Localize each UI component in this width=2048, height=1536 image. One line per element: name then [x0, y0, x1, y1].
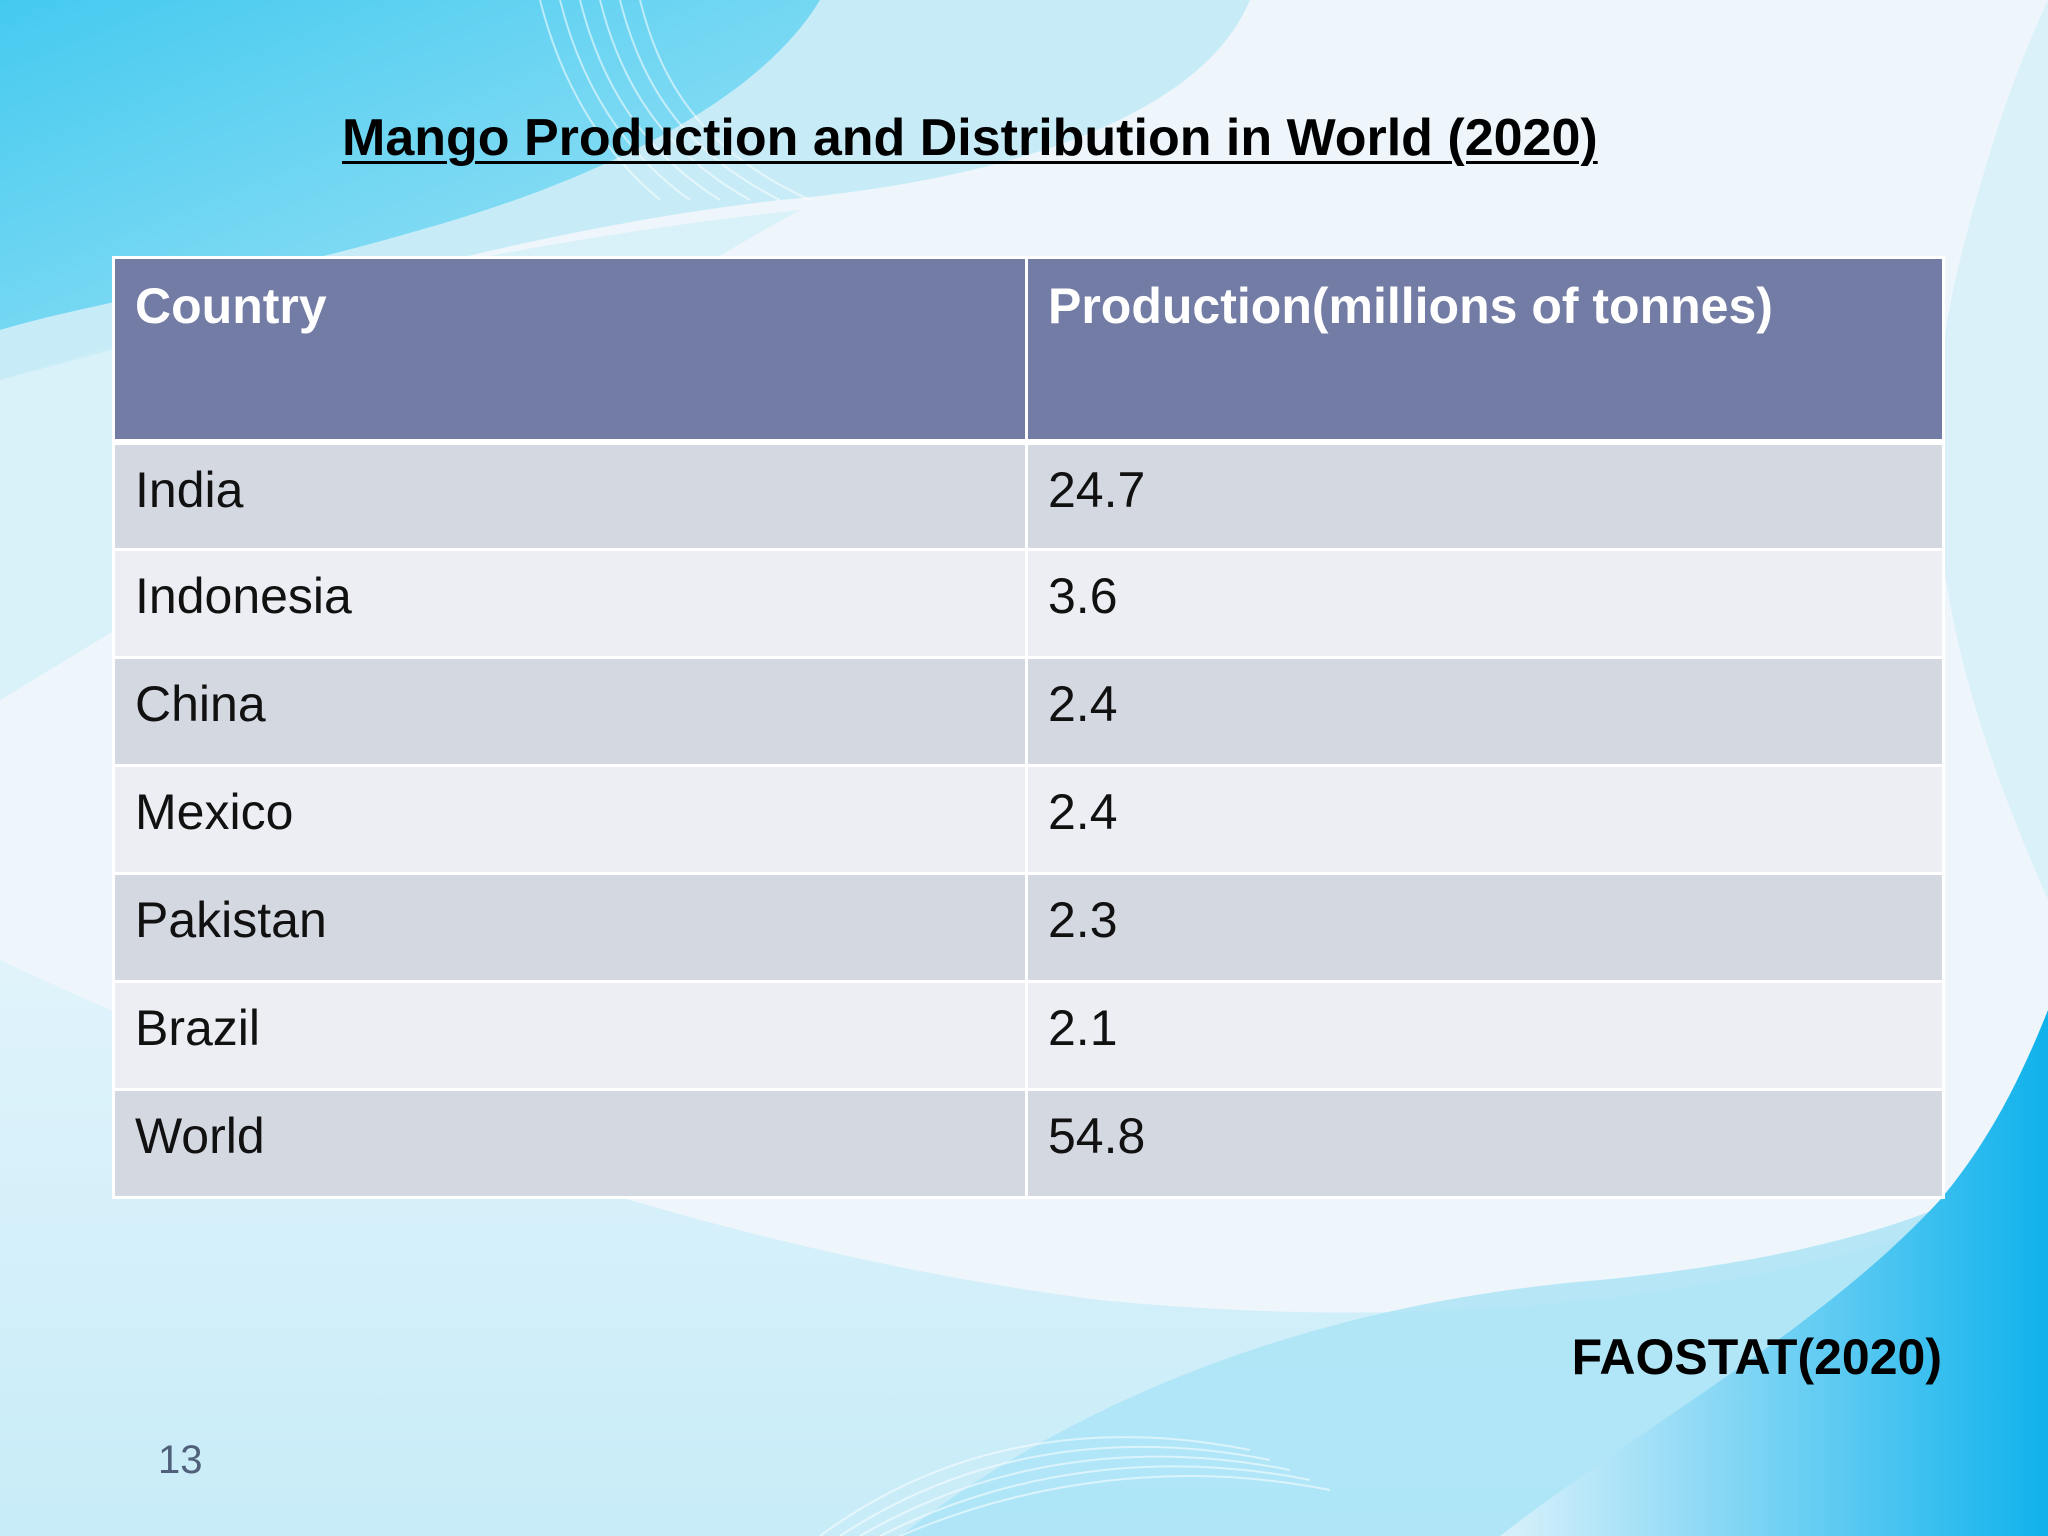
country-cell: China	[112, 656, 1028, 767]
production-cell: 54.8	[1025, 1088, 1945, 1199]
country-cell: Pakistan	[112, 872, 1028, 983]
table-row: Pakistan 2.3	[112, 872, 1945, 983]
table-row: World 54.8	[112, 1088, 1945, 1199]
production-cell: 2.4	[1025, 764, 1945, 875]
production-table: Country Production(millions of tonnes) I…	[112, 256, 1945, 1199]
column-header-production: Production(millions of tonnes)	[1025, 256, 1945, 443]
table-row: Brazil 2.1	[112, 980, 1945, 1091]
country-cell: Mexico	[112, 764, 1028, 875]
table-row: China 2.4	[112, 656, 1945, 767]
country-cell: Indonesia	[112, 548, 1028, 659]
production-cell: 2.1	[1025, 980, 1945, 1091]
production-cell: 3.6	[1025, 548, 1945, 659]
production-cell: 2.4	[1025, 656, 1945, 767]
country-cell: India	[112, 438, 1028, 551]
table-row: Indonesia 3.6	[112, 548, 1945, 659]
page-number: 13	[158, 1438, 203, 1482]
production-cell: 24.7	[1025, 438, 1945, 551]
slide-title: Mango Production and Distribution in Wor…	[342, 109, 1598, 167]
table-header-row: Country Production(millions of tonnes)	[112, 256, 1945, 443]
country-cell: World	[112, 1088, 1028, 1199]
production-cell: 2.3	[1025, 872, 1945, 983]
column-header-country: Country	[112, 256, 1028, 443]
table-row: Mexico 2.4	[112, 764, 1945, 875]
country-cell: Brazil	[112, 980, 1028, 1091]
source-citation: FAOSTAT(2020)	[1571, 1329, 1942, 1385]
table-row: India 24.7	[112, 438, 1945, 551]
